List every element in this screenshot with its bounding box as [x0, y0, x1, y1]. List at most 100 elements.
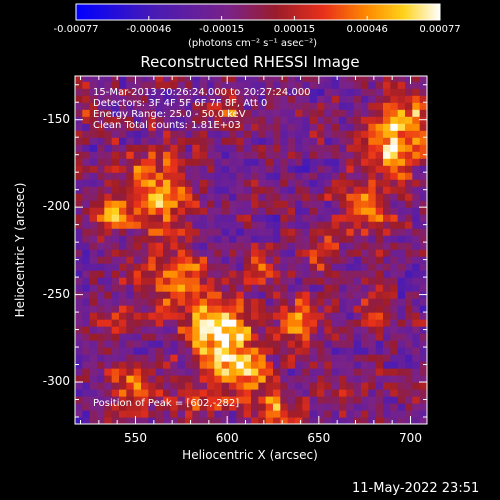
heatmap-cell: [258, 326, 267, 334]
heatmap-cell: [295, 410, 303, 418]
heatmap-cell: [199, 214, 208, 222]
heatmap-cell: [236, 312, 245, 320]
heatmap-cell: [170, 76, 179, 82]
heatmap-cell: [258, 172, 267, 180]
heatmap-cell: [111, 228, 120, 236]
heatmap-cell: [273, 130, 281, 138]
heatmap-cell: [155, 284, 164, 292]
heatmap-cell: [229, 221, 237, 229]
heatmap-cell: [177, 172, 186, 180]
heatmap-cell: [280, 214, 289, 222]
heatmap-cell: [75, 76, 83, 82]
heatmap-cell: [258, 291, 267, 299]
heatmap-cell: [317, 214, 325, 222]
heatmap-cell: [368, 88, 377, 96]
heatmap-cell: [126, 193, 135, 201]
heatmap-cell: [111, 312, 120, 320]
heatmap-cell: [324, 361, 333, 369]
heatmap-cell: [141, 179, 149, 187]
heatmap-cell: [346, 221, 355, 229]
heatmap-cell: [412, 354, 421, 362]
heatmap-cell: [229, 137, 237, 145]
heatmap-cell: [280, 123, 289, 131]
heatmap-cell: [111, 200, 120, 208]
heatmap-cell: [383, 403, 391, 411]
heatmap-cell: [221, 123, 230, 131]
heatmap-cell: [97, 319, 105, 327]
heatmap-cell: [236, 361, 245, 369]
heatmap-cell: [265, 389, 274, 397]
heatmap-cell: [89, 263, 98, 271]
heatmap-cell: [390, 242, 399, 250]
heatmap-cell: [302, 326, 311, 334]
heatmap-cell: [89, 417, 98, 424]
heatmap-cell: [163, 186, 171, 194]
colorbar-tick-label: 0.00046: [346, 24, 388, 35]
heatmap-cell: [309, 242, 318, 250]
heatmap-cell: [405, 193, 413, 201]
heatmap-cell: [405, 298, 413, 306]
heatmap-cell: [155, 249, 164, 257]
heatmap-cell: [97, 221, 105, 229]
heatmap-cell: [185, 319, 193, 327]
heatmap-cell: [177, 389, 186, 397]
heatmap-cell: [185, 193, 193, 201]
heatmap-cell: [199, 193, 208, 201]
heatmap-cell: [324, 305, 333, 313]
heatmap-cell: [163, 165, 171, 173]
heatmap-cell: [97, 200, 105, 208]
heatmap-cell: [302, 361, 311, 369]
heatmap-cell: [309, 165, 318, 173]
heatmap-cell: [199, 368, 208, 376]
heatmap-cell: [375, 312, 384, 320]
heatmap-cell: [251, 165, 259, 173]
heatmap-cell: [251, 361, 259, 369]
heatmap-cell: [361, 123, 369, 131]
heatmap-cell: [397, 109, 406, 117]
heatmap-cell: [119, 193, 127, 201]
heatmap-cell: [273, 354, 281, 362]
heatmap-cell: [141, 368, 149, 376]
heatmap-cell: [317, 319, 325, 327]
heatmap-cell: [148, 263, 157, 271]
heatmap-cell: [287, 333, 296, 341]
heatmap-cell: [309, 207, 318, 215]
heatmap-cell: [375, 151, 384, 159]
heatmap-cell: [163, 109, 171, 117]
heatmap-cell: [317, 347, 325, 355]
heatmap-cell: [405, 256, 413, 264]
heatmap-cell: [280, 368, 289, 376]
heatmap-cell: [361, 249, 369, 257]
heatmap-cell: [405, 396, 413, 404]
heatmap-cell: [111, 368, 120, 376]
heatmap-cell: [390, 193, 399, 201]
heatmap-cell: [221, 396, 230, 404]
heatmap-cell: [251, 158, 259, 166]
heatmap-cell: [199, 277, 208, 285]
heatmap-cell: [397, 396, 406, 404]
heatmap-cell: [163, 137, 171, 145]
heatmap-cell: [280, 263, 289, 271]
heatmap-cell: [353, 116, 362, 124]
heatmap-cell: [405, 361, 413, 369]
heatmap-cell: [148, 137, 157, 145]
heatmap-cell: [265, 172, 274, 180]
heatmap-cell: [148, 417, 157, 424]
heatmap-cell: [419, 410, 427, 418]
heatmap-cell: [163, 368, 171, 376]
heatmap-cell: [141, 214, 149, 222]
heatmap-cell: [302, 81, 311, 89]
heatmap-cell: [126, 165, 135, 173]
heatmap-cell: [353, 249, 362, 257]
heatmap-cell: [192, 235, 201, 243]
heatmap-cell: [375, 228, 384, 236]
heatmap-cell: [229, 382, 237, 390]
x-axis-label: Heliocentric X (arcsec): [182, 448, 318, 462]
heatmap-cell: [265, 76, 274, 82]
heatmap-cell: [383, 221, 391, 229]
heatmap-cell: [324, 340, 333, 348]
heatmap-cell: [97, 137, 105, 145]
heatmap-cell: [163, 95, 171, 103]
heatmap-cell: [111, 242, 120, 250]
heatmap-cell: [119, 256, 127, 264]
